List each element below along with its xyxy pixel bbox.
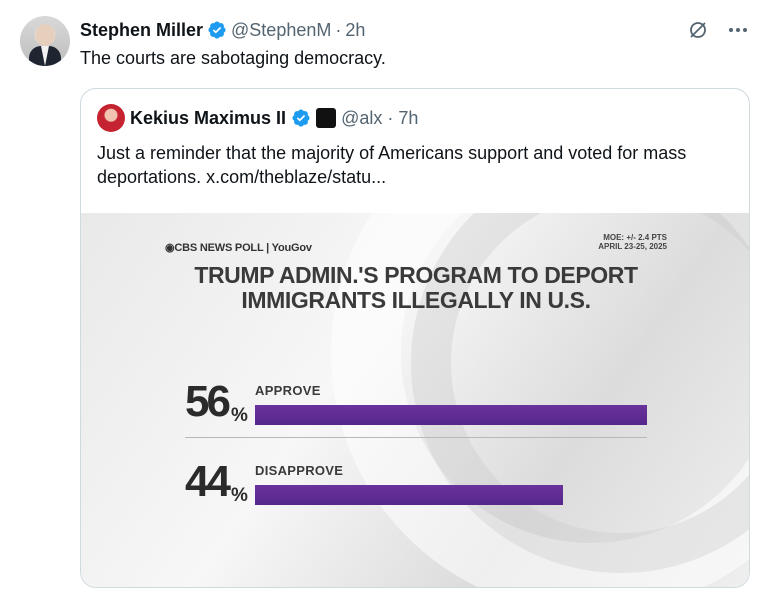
tweet-top-actions <box>686 18 750 42</box>
grok-icon[interactable] <box>686 18 710 42</box>
author-avatar[interactable] <box>20 16 70 66</box>
tweet-header: Stephen Miller @StephenM · 2h <box>80 18 365 42</box>
poll-percent-sign: % <box>231 405 248 426</box>
poll-bar <box>255 485 563 505</box>
moe-line: MOE: +/- 2.4 PTS <box>603 233 667 242</box>
poll-image[interactable]: ◉CBS NEWS POLL | YouGov MOE: +/- 2.4 PTS… <box>81 213 749 587</box>
quote-timestamp[interactable]: 7h <box>398 107 419 128</box>
poll-percent-sign: % <box>231 485 248 506</box>
avatar-head <box>36 24 54 46</box>
author-handle[interactable]: @StephenM <box>231 19 332 40</box>
poll-moe: MOE: +/- 2.4 PTS APRIL 23-25, 2025 <box>598 233 667 251</box>
moe-date: APRIL 23-25, 2025 <box>598 242 667 251</box>
poll-title-line: IMMIGRANTS ILLEGALLY IN U.S. <box>241 287 591 313</box>
verified-badge-icon <box>208 21 226 39</box>
poll-category-label: APPROVE <box>255 383 321 398</box>
quote-author-name[interactable]: Kekius Maximus II <box>130 107 287 128</box>
poll-category-label: DISAPPROVE <box>255 463 344 478</box>
poll-source: ◉CBS NEWS POLL | YouGov <box>165 242 312 254</box>
separator-dot: · <box>387 107 394 128</box>
quoted-tweet[interactable]: Kekius Maximus II @alx · 7h Just a remin… <box>80 88 750 588</box>
poll-title: TRUMP ADMIN.'S PROGRAM TO DEPORT IMMIGRA… <box>121 263 711 313</box>
author-name[interactable]: Stephen Miller <box>80 19 204 40</box>
quote-author-handle[interactable]: @alx <box>341 107 383 128</box>
separator-dot: · <box>335 19 342 40</box>
tweet-timestamp[interactable]: 2h <box>345 19 366 40</box>
quote-header: Kekius Maximus II @alx · 7h <box>97 104 419 132</box>
poll-title-line: TRUMP ADMIN.'S PROGRAM TO DEPORT <box>194 262 638 288</box>
poll-percent-value: 44 <box>185 457 231 506</box>
quote-text: Just a reminder that the majority of Ame… <box>97 143 687 187</box>
tweet-text: The courts are sabotaging democracy. <box>80 48 386 68</box>
more-icon[interactable] <box>726 18 750 42</box>
poll-bar <box>255 405 647 425</box>
row-divider <box>185 437 647 438</box>
avatar-shirt <box>41 46 49 66</box>
poll-percent-value: 56 <box>185 377 231 426</box>
quote-author-avatar[interactable] <box>97 104 125 132</box>
affiliate-badge-icon <box>316 108 337 128</box>
verified-badge-icon <box>292 109 310 127</box>
